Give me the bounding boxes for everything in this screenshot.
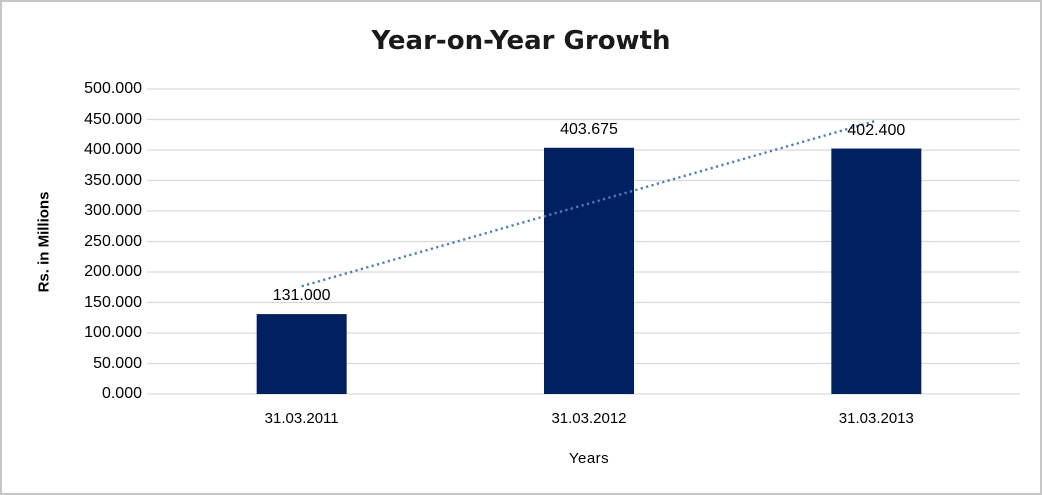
y-tick-label: 400.000 [84, 141, 142, 158]
bar-value-label: 403.675 [560, 120, 618, 138]
bar-value-label: 402.400 [847, 121, 906, 139]
chart-title: Year-on-Year Growth [371, 26, 671, 56]
y-tick-label: 0.000 [101, 385, 142, 402]
x-axis-title: Years [568, 450, 610, 467]
y-tick-label: 300.000 [84, 202, 142, 219]
y-tick-label: 200.000 [84, 263, 142, 280]
bar-31.03.2011 [256, 314, 347, 394]
y-tick-label: 350.000 [84, 171, 142, 189]
y-tick-label: 500.000 [84, 80, 142, 97]
x-tick-label: 31.03.2013 [838, 410, 914, 427]
bar-value-label: 131.000 [272, 287, 331, 305]
x-tick-label: 31.03.2011 [264, 410, 339, 427]
y-tick-label: 100.000 [84, 324, 142, 341]
y-tick-label: 250.000 [84, 232, 142, 250]
y-tick-label: 150.000 [84, 293, 142, 311]
bar-31.03.2012 [544, 147, 634, 394]
x-tick-label: 31.03.2012 [551, 410, 627, 427]
y-tick-label: 450.000 [84, 110, 142, 128]
y-tick-label: 50.000 [93, 354, 142, 372]
bar-31.03.2013 [831, 148, 922, 394]
